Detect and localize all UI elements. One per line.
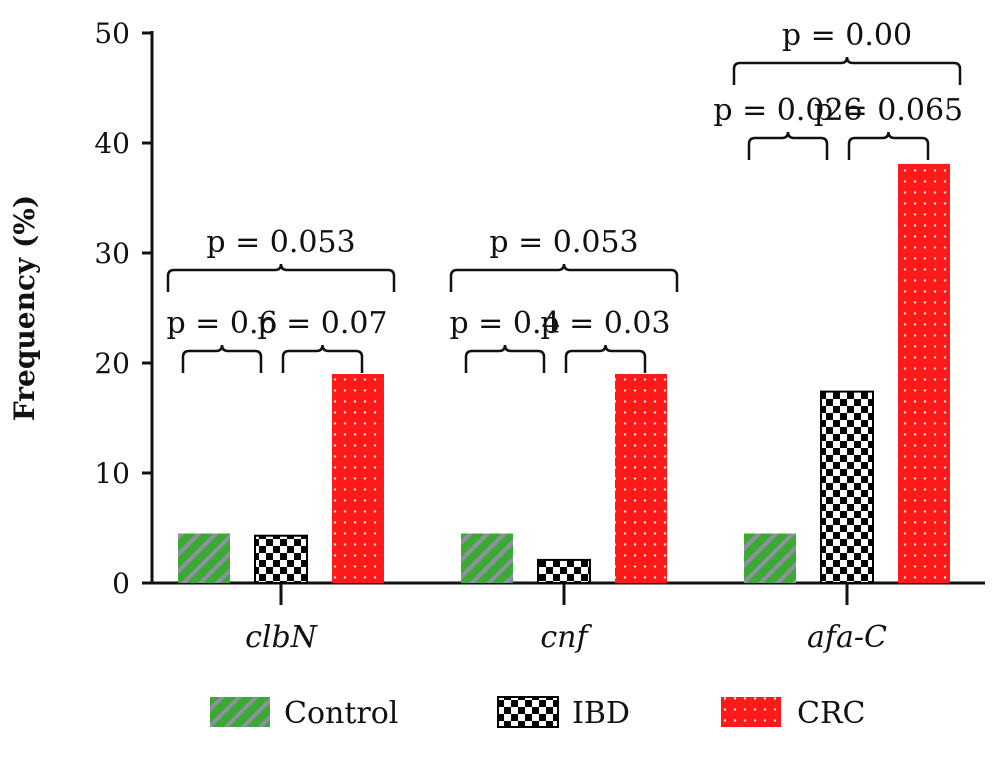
p-value-label: p = 0.026: [713, 93, 862, 128]
legend-swatch-crc: [721, 697, 781, 727]
bar-crc-1: [615, 374, 667, 583]
significance-bracket: [732, 56, 962, 85]
bar-control-2: [744, 533, 796, 583]
p-value-label: p = 0.4: [449, 306, 560, 341]
p-value-label: p = 0.07: [257, 306, 387, 341]
significance-bracket: [847, 131, 930, 160]
y-tick-label: 0: [112, 567, 130, 600]
p-value-label: p = 0.6: [166, 306, 277, 341]
p-value-label: p = 0.053: [206, 225, 355, 260]
bar-ibd-0: [254, 534, 308, 585]
legend-label-control: Control: [284, 696, 398, 731]
significance-bracket: [281, 344, 364, 373]
legend-swatch-ibd: [497, 696, 559, 728]
legend-label-ibd: IBD: [572, 696, 630, 731]
bar-control-1: [461, 533, 513, 583]
x-category-label: clbN: [245, 620, 319, 655]
y-tick-label: 40: [94, 127, 130, 160]
p-value-label: p = 0.065: [814, 93, 963, 128]
p-value-label: p = 0.03: [540, 306, 670, 341]
y-axis-label: Frequency (%): [8, 195, 41, 421]
bar-control-0: [178, 533, 230, 583]
legend-label-crc: CRC: [797, 696, 866, 731]
y-tick-label: 30: [94, 237, 130, 270]
x-category-label: cnf: [540, 620, 592, 655]
bar-crc-0: [332, 374, 384, 583]
p-value-label: p = 0.053: [489, 225, 638, 260]
significance-bracket: [181, 344, 263, 373]
significance-bracket: [166, 263, 396, 292]
significance-bracket: [747, 131, 829, 160]
x-category-label: afa-C: [807, 620, 887, 655]
y-tick-label: 50: [94, 17, 130, 50]
significance-bracket: [564, 344, 647, 373]
y-tick-label: 10: [94, 457, 130, 490]
y-tick-label: 20: [94, 347, 130, 380]
p-value-label: p = 0.00: [782, 18, 912, 53]
significance-bracket: [449, 263, 679, 292]
bar-ibd-1: [537, 558, 591, 585]
legend-swatch-control: [210, 697, 270, 727]
bar-ibd-2: [820, 390, 874, 584]
significance-bracket: [464, 344, 546, 373]
bar-crc-2: [898, 163, 950, 583]
